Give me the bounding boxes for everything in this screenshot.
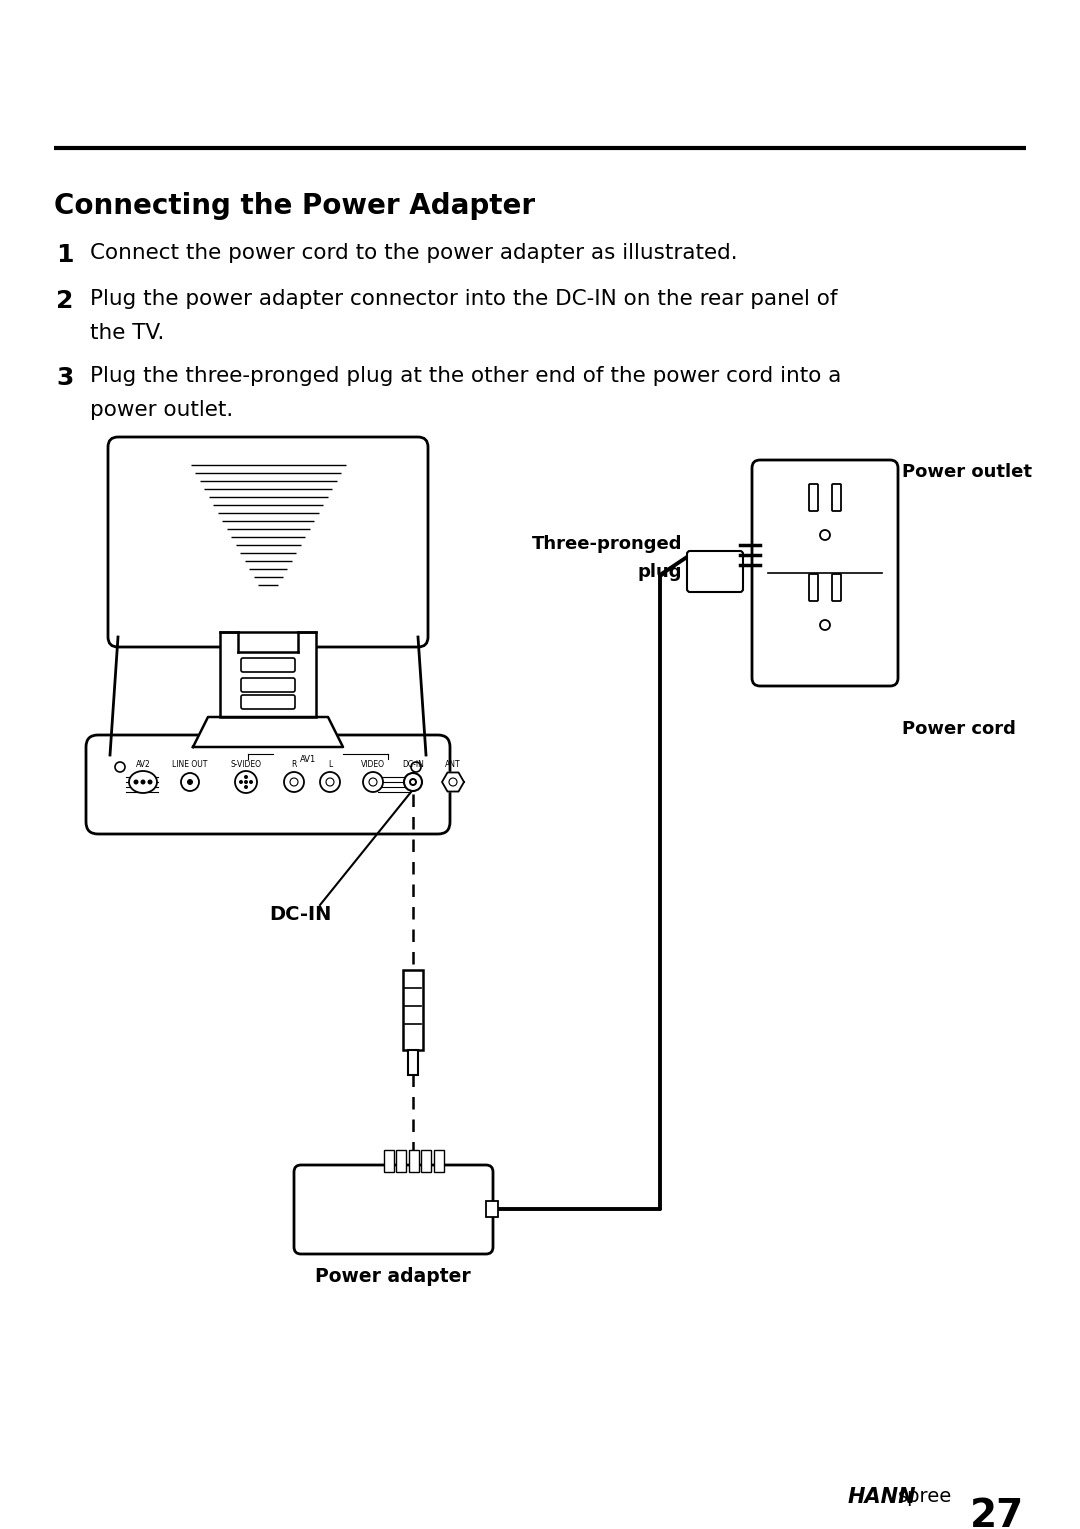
Text: 3: 3 [56, 365, 73, 390]
Text: power outlet.: power outlet. [90, 401, 233, 420]
FancyBboxPatch shape [687, 550, 743, 592]
Circle shape [244, 775, 248, 778]
FancyBboxPatch shape [241, 657, 295, 673]
Circle shape [320, 772, 340, 792]
Text: plug: plug [637, 563, 681, 581]
Text: HANN: HANN [848, 1488, 917, 1508]
FancyBboxPatch shape [752, 460, 897, 687]
Bar [433, 1150, 444, 1173]
Circle shape [404, 774, 422, 790]
Circle shape [187, 778, 193, 784]
Circle shape [449, 778, 457, 786]
Circle shape [244, 784, 248, 789]
Circle shape [409, 778, 417, 786]
Bar [408, 1150, 419, 1173]
FancyBboxPatch shape [241, 696, 295, 709]
Text: Connect the power cord to the power adapter as illustrated.: Connect the power cord to the power adap… [90, 243, 738, 263]
Text: AV1: AV1 [300, 755, 316, 764]
Circle shape [249, 780, 253, 784]
Text: Connecting the Power Adapter: Connecting the Power Adapter [54, 193, 535, 220]
Circle shape [140, 780, 146, 784]
Text: Plug the three-pronged plug at the other end of the power cord into a: Plug the three-pronged plug at the other… [90, 365, 841, 385]
Bar [421, 1150, 431, 1173]
Text: Plug the power adapter connector into the DC-IN on the rear panel of: Plug the power adapter connector into th… [90, 289, 837, 309]
Circle shape [369, 778, 377, 786]
Text: AV2: AV2 [136, 760, 150, 769]
Circle shape [134, 780, 138, 784]
Polygon shape [442, 772, 464, 792]
Circle shape [114, 761, 125, 772]
Text: LINE OUT: LINE OUT [173, 760, 207, 769]
Circle shape [291, 778, 298, 786]
Text: VIDEO: VIDEO [361, 760, 384, 769]
Text: spree: spree [897, 1488, 953, 1506]
Circle shape [148, 780, 152, 784]
FancyBboxPatch shape [809, 485, 818, 511]
Text: L: L [328, 760, 333, 769]
Circle shape [284, 772, 303, 792]
Bar [408, 1050, 418, 1075]
Circle shape [181, 774, 199, 790]
Circle shape [235, 771, 257, 794]
Bar [403, 969, 423, 1050]
Polygon shape [193, 717, 343, 748]
Circle shape [244, 780, 248, 784]
Circle shape [363, 772, 383, 792]
Text: Power cord: Power cord [902, 720, 1016, 739]
Bar [396, 1150, 406, 1173]
FancyBboxPatch shape [294, 1165, 492, 1254]
Ellipse shape [129, 771, 157, 794]
FancyBboxPatch shape [108, 437, 428, 647]
Circle shape [411, 761, 421, 772]
Circle shape [239, 780, 243, 784]
Bar [486, 1200, 498, 1217]
Circle shape [326, 778, 334, 786]
FancyBboxPatch shape [832, 573, 841, 601]
Text: 2: 2 [56, 289, 73, 313]
Text: DC-IN: DC-IN [269, 905, 332, 924]
Circle shape [820, 619, 831, 630]
Text: S-VIDEO: S-VIDEO [230, 760, 261, 769]
Bar [220, 631, 316, 717]
FancyBboxPatch shape [809, 573, 818, 601]
FancyBboxPatch shape [241, 677, 295, 693]
FancyBboxPatch shape [832, 485, 841, 511]
Circle shape [411, 780, 415, 784]
Text: Three-pronged: Three-pronged [531, 535, 681, 553]
FancyBboxPatch shape [86, 735, 450, 833]
Text: R: R [292, 760, 297, 769]
Bar [383, 1150, 393, 1173]
Text: 27: 27 [970, 1497, 1024, 1529]
Text: 1: 1 [56, 243, 73, 268]
Text: Power adapter: Power adapter [315, 1268, 471, 1286]
Text: Power outlet: Power outlet [902, 463, 1032, 482]
Text: the TV.: the TV. [90, 323, 164, 342]
Circle shape [820, 531, 831, 540]
Text: ANT: ANT [445, 760, 461, 769]
Text: DC-IN: DC-IN [402, 760, 424, 769]
